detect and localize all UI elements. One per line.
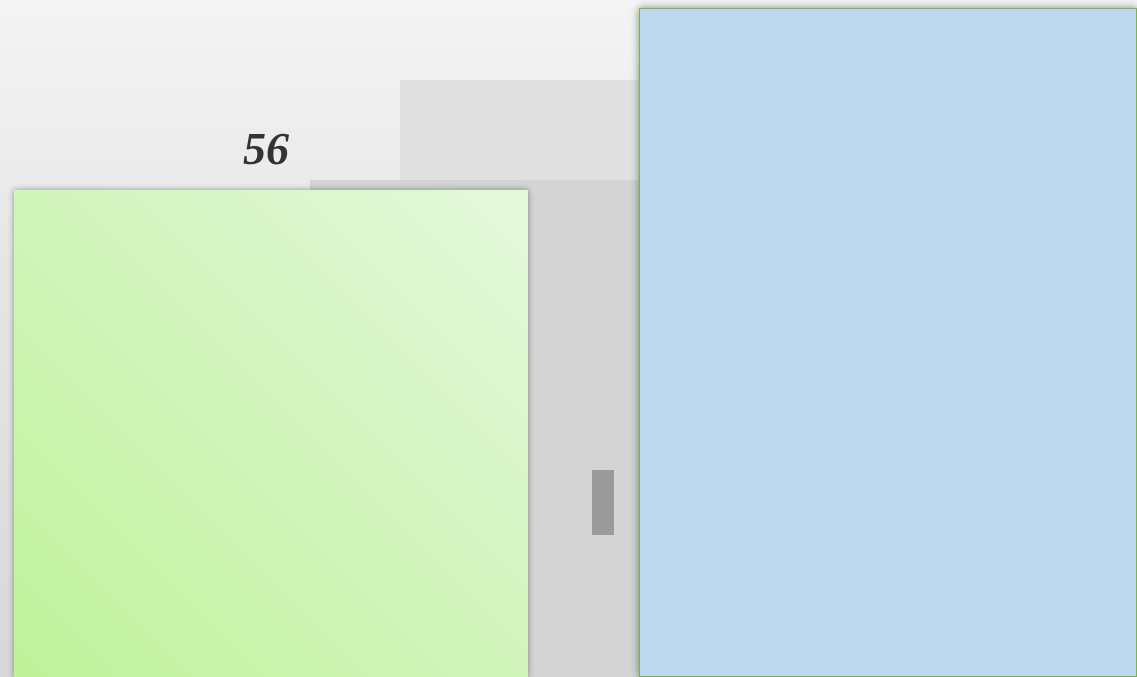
window	[592, 470, 614, 535]
blue-panel	[639, 8, 1137, 677]
building	[400, 80, 640, 180]
screen: 56	[0, 0, 1137, 677]
number-label: 56	[243, 122, 289, 175]
green-panel	[14, 190, 528, 677]
